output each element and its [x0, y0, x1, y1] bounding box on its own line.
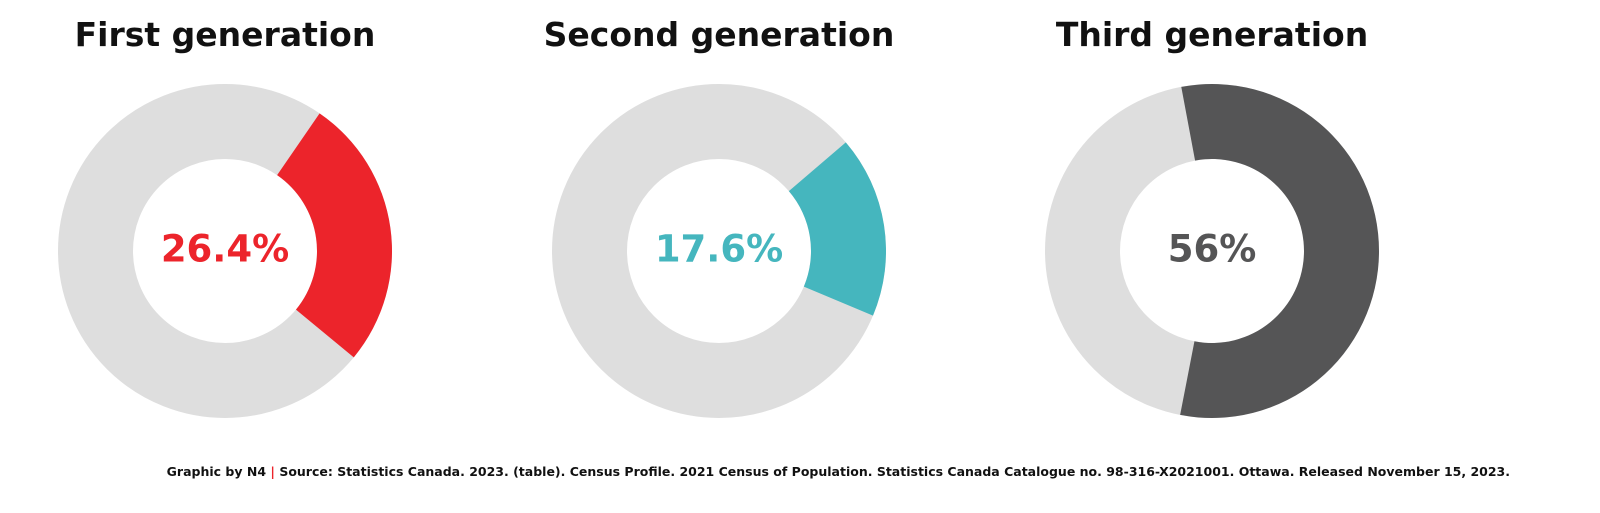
- footer: Graphic by N4 | Source: Statistics Canad…: [167, 464, 1510, 479]
- chart-title: Third generation: [1056, 15, 1368, 54]
- donut-segment: [788, 142, 886, 316]
- chart-title: Second generation: [544, 15, 895, 54]
- chart-title: First generation: [75, 15, 376, 54]
- separator: |: [270, 464, 275, 479]
- donut-segment: [1180, 84, 1379, 419]
- value-label: 56%: [1168, 228, 1257, 271]
- value-label: 26.4%: [161, 228, 289, 271]
- credit: Graphic by N4: [167, 464, 267, 479]
- value-label: 17.6%: [655, 228, 783, 271]
- donut-segment: [277, 113, 393, 358]
- source: Source: Statistics Canada. 2023. (table)…: [279, 464, 1510, 479]
